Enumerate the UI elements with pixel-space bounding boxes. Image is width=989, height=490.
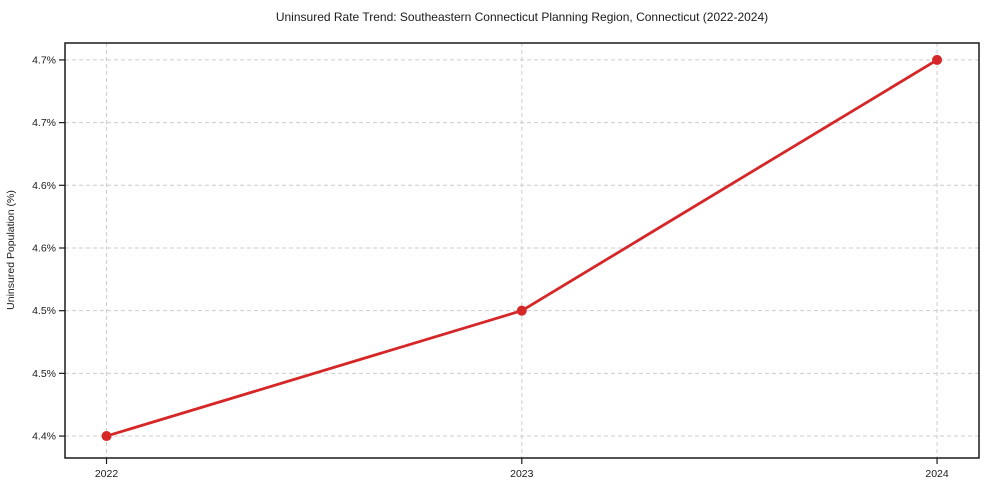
x-tick-label: 2023 <box>510 468 534 480</box>
y-tick-label: 4.6% <box>32 180 56 192</box>
chart-title: Uninsured Rate Trend: Southeastern Conne… <box>275 10 769 24</box>
y-tick-label: 4.7% <box>32 117 56 129</box>
y-tick-label: 4.4% <box>32 431 56 443</box>
x-tick-label: 2024 <box>925 468 949 480</box>
y-tick-label: 4.6% <box>32 242 56 254</box>
data-point-marker <box>932 54 943 65</box>
y-tick-label: 4.5% <box>32 305 56 317</box>
data-point-marker <box>516 305 527 316</box>
plot-area: 4.4% 4.5% 4.5% 4.6% 4.6% 4.7% 4.7% 2022 2023 2024 <box>32 42 980 480</box>
y-tick-label: 4.7% <box>32 54 56 66</box>
x-tick-label: 2022 <box>95 468 119 480</box>
data-point-marker <box>101 431 112 442</box>
y-tick-label: 4.5% <box>32 368 56 380</box>
y-axis-label: Uninsured Population (%) <box>5 190 17 310</box>
